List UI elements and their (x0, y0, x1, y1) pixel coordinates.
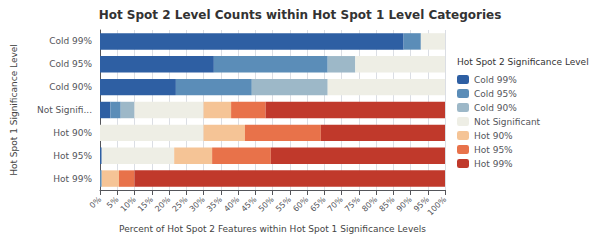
svg-text:70%: 70% (326, 195, 345, 214)
svg-text:55%: 55% (274, 195, 293, 214)
svg-text:Hot 99%: Hot 99% (53, 174, 92, 184)
svg-text:40%: 40% (222, 195, 241, 214)
svg-text:65%: 65% (309, 195, 328, 214)
svg-text:25%: 25% (171, 195, 190, 214)
svg-text:Hot 90%: Hot 90% (53, 128, 92, 138)
svg-text:75%: 75% (343, 195, 362, 214)
svg-text:100%: 100% (426, 195, 449, 218)
svg-text:Hot Spot 2 Significance Level: Hot Spot 2 Significance Level (457, 57, 589, 67)
svg-text:Not Signifi...: Not Signifi... (37, 105, 92, 115)
svg-text:95%: 95% (412, 194, 431, 214)
svg-text:Not Significant: Not Significant (474, 117, 541, 127)
svg-text:Cold 95%: Cold 95% (49, 59, 92, 69)
svg-text:5%: 5% (105, 194, 121, 211)
svg-text:50%: 50% (257, 195, 276, 214)
svg-text:Hot Spot 2 Level Counts within: Hot Spot 2 Level Counts within Hot Spot … (99, 8, 502, 22)
svg-text:85%: 85% (378, 195, 397, 214)
svg-text:35%: 35% (205, 195, 224, 214)
svg-text:Cold 90%: Cold 90% (49, 82, 92, 92)
svg-text:Cold 90%: Cold 90% (474, 103, 517, 113)
svg-text:45%: 45% (240, 195, 259, 214)
svg-text:Hot 95%: Hot 95% (474, 145, 513, 155)
svg-text:30%: 30% (188, 195, 207, 214)
svg-text:90%: 90% (395, 195, 414, 214)
svg-text:Cold 99%: Cold 99% (49, 36, 92, 46)
svg-text:Hot Spot 1 Significance Level: Hot Spot 1 Significance Level (9, 44, 19, 176)
svg-text:Hot 90%: Hot 90% (474, 131, 513, 141)
svg-text:10%: 10% (119, 195, 138, 214)
svg-text:20%: 20% (153, 195, 172, 214)
svg-text:Percent of Hot Spot 2 Features: Percent of Hot Spot 2 Features within Ho… (119, 224, 426, 234)
svg-text:Hot 99%: Hot 99% (474, 159, 513, 169)
svg-text:0%: 0% (88, 195, 104, 211)
svg-text:Hot 95%: Hot 95% (53, 151, 92, 161)
svg-text:Cold 99%: Cold 99% (474, 75, 517, 85)
svg-text:80%: 80% (360, 195, 379, 214)
svg-text:15%: 15% (136, 195, 155, 214)
svg-text:60%: 60% (291, 195, 310, 214)
svg-text:Cold 95%: Cold 95% (474, 89, 517, 99)
